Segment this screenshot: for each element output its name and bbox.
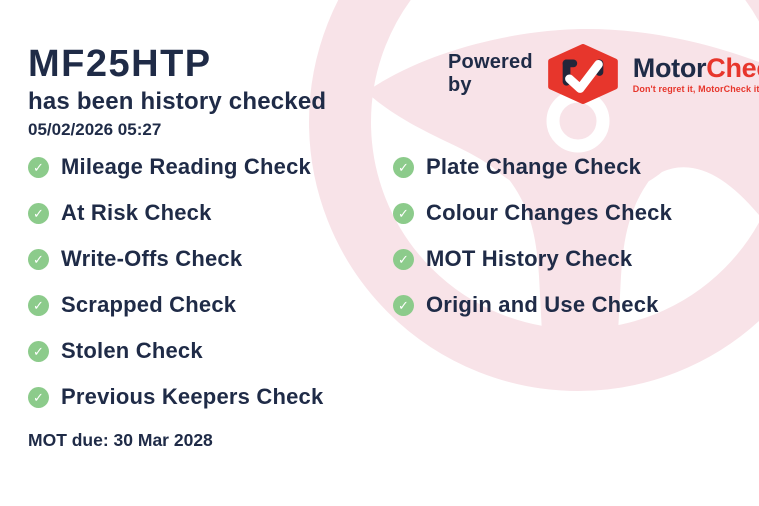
header: MF25HTP has been history checked 05/02/2… [28, 43, 327, 140]
motorcheck-wordmark: MotorCheck Don't regret it, MotorCheck i… [632, 52, 759, 94]
checklist-item: ✓ Colour Changes Check [393, 190, 672, 236]
check-circle-icon: ✓ [28, 294, 49, 316]
brand-tagline: Don't regret it, MotorCheck it! [632, 83, 759, 94]
check-circle-icon: ✓ [393, 156, 414, 178]
check-circle-icon: ✓ [28, 156, 49, 178]
vehicle-registration: MF25HTP [28, 43, 212, 85]
mot-due-text: MOT due: 30 Mar 2028 [28, 430, 213, 450]
powered-by-block: Powered by MotorCheck Don't regret it, M… [448, 44, 759, 104]
check-timestamp: 05/02/2026 05:27 [28, 119, 162, 139]
checklist-left-column: ✓ Mileage Reading Check ✓ At Risk Check … [28, 144, 323, 420]
checklist-item-label: Colour Changes Check [426, 200, 673, 225]
checklist-item-label: Origin and Use Check [426, 292, 659, 317]
checklist-item-label: Stolen Check [61, 338, 203, 363]
check-circle-icon: ✓ [28, 386, 49, 408]
wheel-bottom-spoke [488, 156, 670, 352]
wheel-spoke-mass [366, 29, 759, 215]
checklist-item-label: At Risk Check [61, 200, 212, 225]
checklist-item: ✓ Write-Offs Check [28, 236, 323, 282]
checklist-item-label: Write-Offs Check [61, 246, 243, 271]
check-circle-icon: ✓ [393, 294, 414, 316]
checklist-item: ✓ Stolen Check [28, 328, 323, 374]
history-checked-subtitle: has been history checked [28, 87, 327, 115]
checklist-item: ✓ Mileage Reading Check [28, 144, 323, 190]
checklist-item-label: MOT History Check [426, 246, 633, 271]
checklist-item: ✓ Previous Keepers Check [28, 374, 323, 420]
checklist-item: ✓ Scrapped Check [28, 282, 323, 328]
check-circle-icon: ✓ [28, 340, 49, 362]
checklist-item: ✓ At Risk Check [28, 190, 323, 236]
motorcheck-hexagon-logo-icon [547, 44, 618, 104]
checklist-item-label: Mileage Reading Check [61, 154, 311, 179]
powered-by-label: Powered by [448, 51, 533, 96]
brand-name: MotorCheck [632, 52, 759, 83]
checklist-item-label: Previous Keepers Check [61, 384, 324, 409]
checklist-item-label: Scrapped Check [61, 292, 237, 317]
checklist-right-column: ✓ Plate Change Check ✓ Colour Changes Ch… [393, 144, 672, 328]
check-circle-icon: ✓ [393, 202, 414, 224]
brand-name-check: Check [706, 52, 759, 83]
check-circle-icon: ✓ [28, 248, 49, 270]
wheel-rim-arc [309, 0, 759, 391]
checklist-item: ✓ Plate Change Check [393, 144, 672, 190]
brand-name-motor: Motor [632, 52, 707, 83]
checklist-item: ✓ Origin and Use Check [393, 282, 672, 328]
check-circle-icon: ✓ [28, 202, 49, 224]
check-circle-icon: ✓ [393, 248, 414, 270]
checklist-item: ✓ MOT History Check [393, 236, 672, 282]
checklist-item-label: Plate Change Check [426, 154, 642, 179]
